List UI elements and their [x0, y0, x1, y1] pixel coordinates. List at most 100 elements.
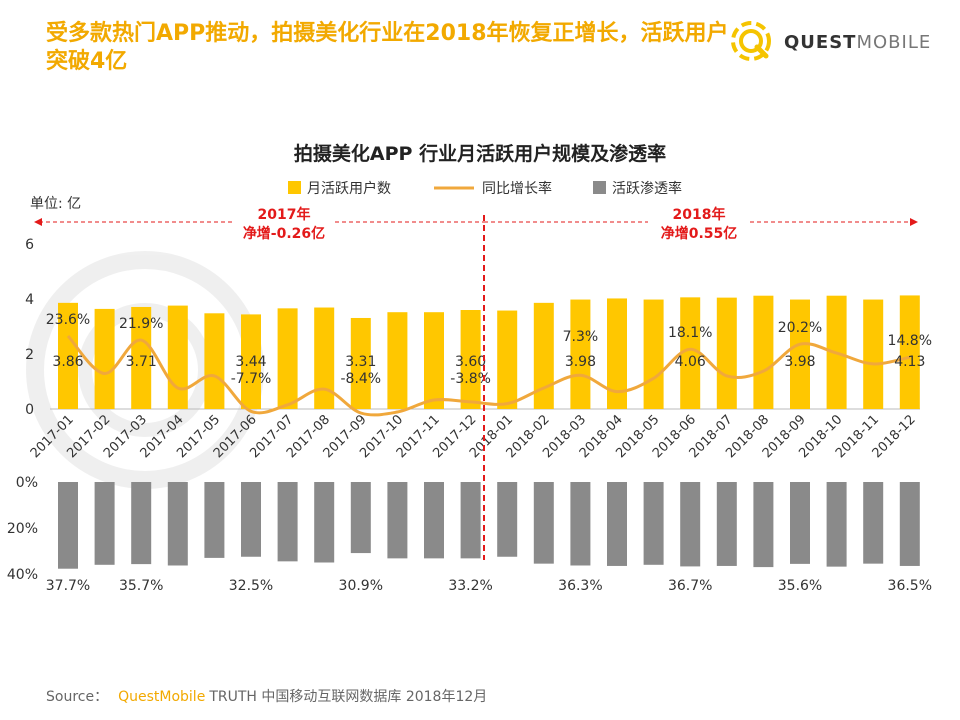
- mau-bar: [680, 297, 701, 409]
- mau-value-label: 3.31: [345, 354, 376, 370]
- penetration-value-label: 30.9%: [339, 578, 383, 594]
- legend-label-mau: 月活跃用户数: [307, 180, 391, 197]
- legend-label-growth: 同比增长率: [482, 180, 552, 197]
- annotation-year-2018: 2018年: [673, 206, 726, 223]
- mau-value-label: 3.98: [565, 354, 596, 370]
- source-footnote: Source： QuestMobile TRUTH 中国移动互联网数据库 2018年…: [46, 686, 487, 706]
- questmobile-logo-icon: [731, 21, 771, 61]
- penetration-bar: [387, 482, 408, 559]
- mau-bar: [753, 295, 774, 409]
- penetration-bar: [533, 482, 554, 564]
- mau-bar: [387, 312, 408, 409]
- mau-bars: [58, 295, 920, 409]
- mau-bar: [899, 295, 920, 409]
- penetration-value-label: 33.2%: [448, 578, 492, 594]
- penetration-bar: [131, 482, 152, 565]
- mau-bar: [570, 299, 591, 409]
- annotation-net-2018: 净增0.55亿: [661, 225, 738, 242]
- penetration-value-label: 35.7%: [119, 578, 163, 594]
- penetration-bar: [899, 482, 920, 566]
- mau-bar: [58, 302, 78, 409]
- penetration-bar: [716, 482, 737, 566]
- mau-bar: [94, 308, 115, 409]
- penetration-bar: [424, 482, 444, 559]
- y-tick-label: 6: [25, 237, 34, 253]
- penetration-bar: [826, 482, 847, 567]
- penetration-bar: [94, 482, 115, 565]
- growth-line-path: [66, 334, 911, 417]
- penetration-value-label: 36.5%: [888, 578, 932, 594]
- growth-value-label: 23.6%: [46, 312, 90, 328]
- growth-value-label: 14.8%: [888, 333, 932, 349]
- growth-value-label: 18.1%: [668, 325, 712, 341]
- penetration-bar: [314, 482, 335, 563]
- mau-bar: [277, 308, 298, 409]
- y-tick-label: 2: [25, 347, 34, 363]
- mau-bar: [167, 305, 188, 409]
- y-tick-label: 4: [25, 292, 34, 308]
- logo-word-light: MOBILE: [856, 32, 932, 53]
- mau-bar: [241, 314, 261, 409]
- mau-chart: 拍摄美化APP 行业月活跃用户规模及渗透率 月活跃用户数 同比增长率 活跃渗透率…: [7, 142, 932, 594]
- mau-bar: [607, 298, 627, 409]
- mau-bar: [131, 306, 152, 409]
- annotations: 2017年 净增-0.26亿 2018年 净增0.55亿: [34, 206, 918, 560]
- unit-label: 单位: 亿: [30, 196, 81, 212]
- mau-bar: [204, 313, 225, 409]
- penetration-bar: [350, 482, 371, 554]
- mau-bar: [716, 297, 737, 409]
- mau-value-label: 3.86: [52, 354, 83, 370]
- source-prefix: Source：: [46, 689, 109, 705]
- penetration-bar: [167, 482, 188, 566]
- x-axis-labels: 2017-012017-022017-032017-042017-052017-…: [28, 412, 919, 461]
- penetration-bar: [204, 482, 225, 558]
- growth-value-label: -3.8%: [450, 371, 491, 387]
- penetration-bars: [58, 482, 920, 569]
- mau-value-label: 4.13: [894, 354, 925, 370]
- penetration-value-label: 37.7%: [46, 578, 90, 594]
- penetration-bar: [643, 482, 664, 565]
- growth-value-label: 21.9%: [119, 316, 163, 332]
- penetration-bar: [607, 482, 627, 566]
- growth-value-label: -7.7%: [231, 371, 272, 387]
- penetration-bar: [570, 482, 591, 566]
- mau-value-label: 3.44: [235, 354, 266, 370]
- penetration-tick-label: 40%: [7, 567, 38, 583]
- growth-line: [66, 334, 911, 417]
- mau-value-label: 3.71: [126, 354, 157, 370]
- chart-title: 拍摄美化APP 行业月活跃用户规模及渗透率: [294, 142, 666, 165]
- annotation-net-2017: 净增-0.26亿: [243, 225, 325, 242]
- penetration-tick-label: 20%: [7, 521, 38, 537]
- logo-wordmark: QUESTMOBILE: [784, 32, 931, 53]
- penetration-bar: [460, 482, 481, 559]
- mau-value-label: 3.60: [455, 354, 486, 370]
- legend-swatch-penetration: [593, 181, 606, 194]
- penetration-bar: [753, 482, 774, 568]
- headline: 受多款热门APP推动，拍摄美化行业在2018年恢复正增长，活跃用户突破4亿: [46, 21, 729, 74]
- penetration-bar: [241, 482, 261, 557]
- mau-value-label: 4.06: [675, 354, 706, 370]
- penetration-bar: [790, 482, 810, 564]
- source-suffix: TRUTH 中国移动互联网数据库 2018年12月: [209, 689, 488, 705]
- penetration-bar: [863, 482, 884, 564]
- mau-bar: [863, 299, 884, 409]
- penetration-tick-label: 0%: [16, 475, 38, 491]
- data-labels: 3.86 3.71 3.44 3.31 3.60 3.98 4.06 3.98 4.13 23.6…: [46, 312, 932, 594]
- penetration-bar: [277, 482, 298, 562]
- questmobile-logo: QUESTMOBILE: [726, 16, 930, 66]
- penetration-value-label: 35.6%: [778, 578, 822, 594]
- penetration-bar: [680, 482, 701, 567]
- mau-bar: [533, 302, 554, 409]
- mau-bar: [790, 299, 810, 409]
- penetration-value-label: 32.5%: [229, 578, 273, 594]
- growth-value-label: -8.4%: [340, 371, 381, 387]
- legend-label-penetration: 活跃渗透率: [612, 180, 682, 197]
- penetration-bar: [497, 482, 518, 557]
- penetration-value-label: 36.3%: [558, 578, 602, 594]
- annotation-year-2017: 2017年: [258, 206, 311, 223]
- annotation-arrowhead-2018: [910, 218, 918, 226]
- growth-value-label: 7.3%: [563, 329, 599, 345]
- mau-bar: [643, 299, 664, 409]
- mau-bar: [497, 310, 518, 409]
- logo-word-bold: QUEST: [784, 32, 857, 53]
